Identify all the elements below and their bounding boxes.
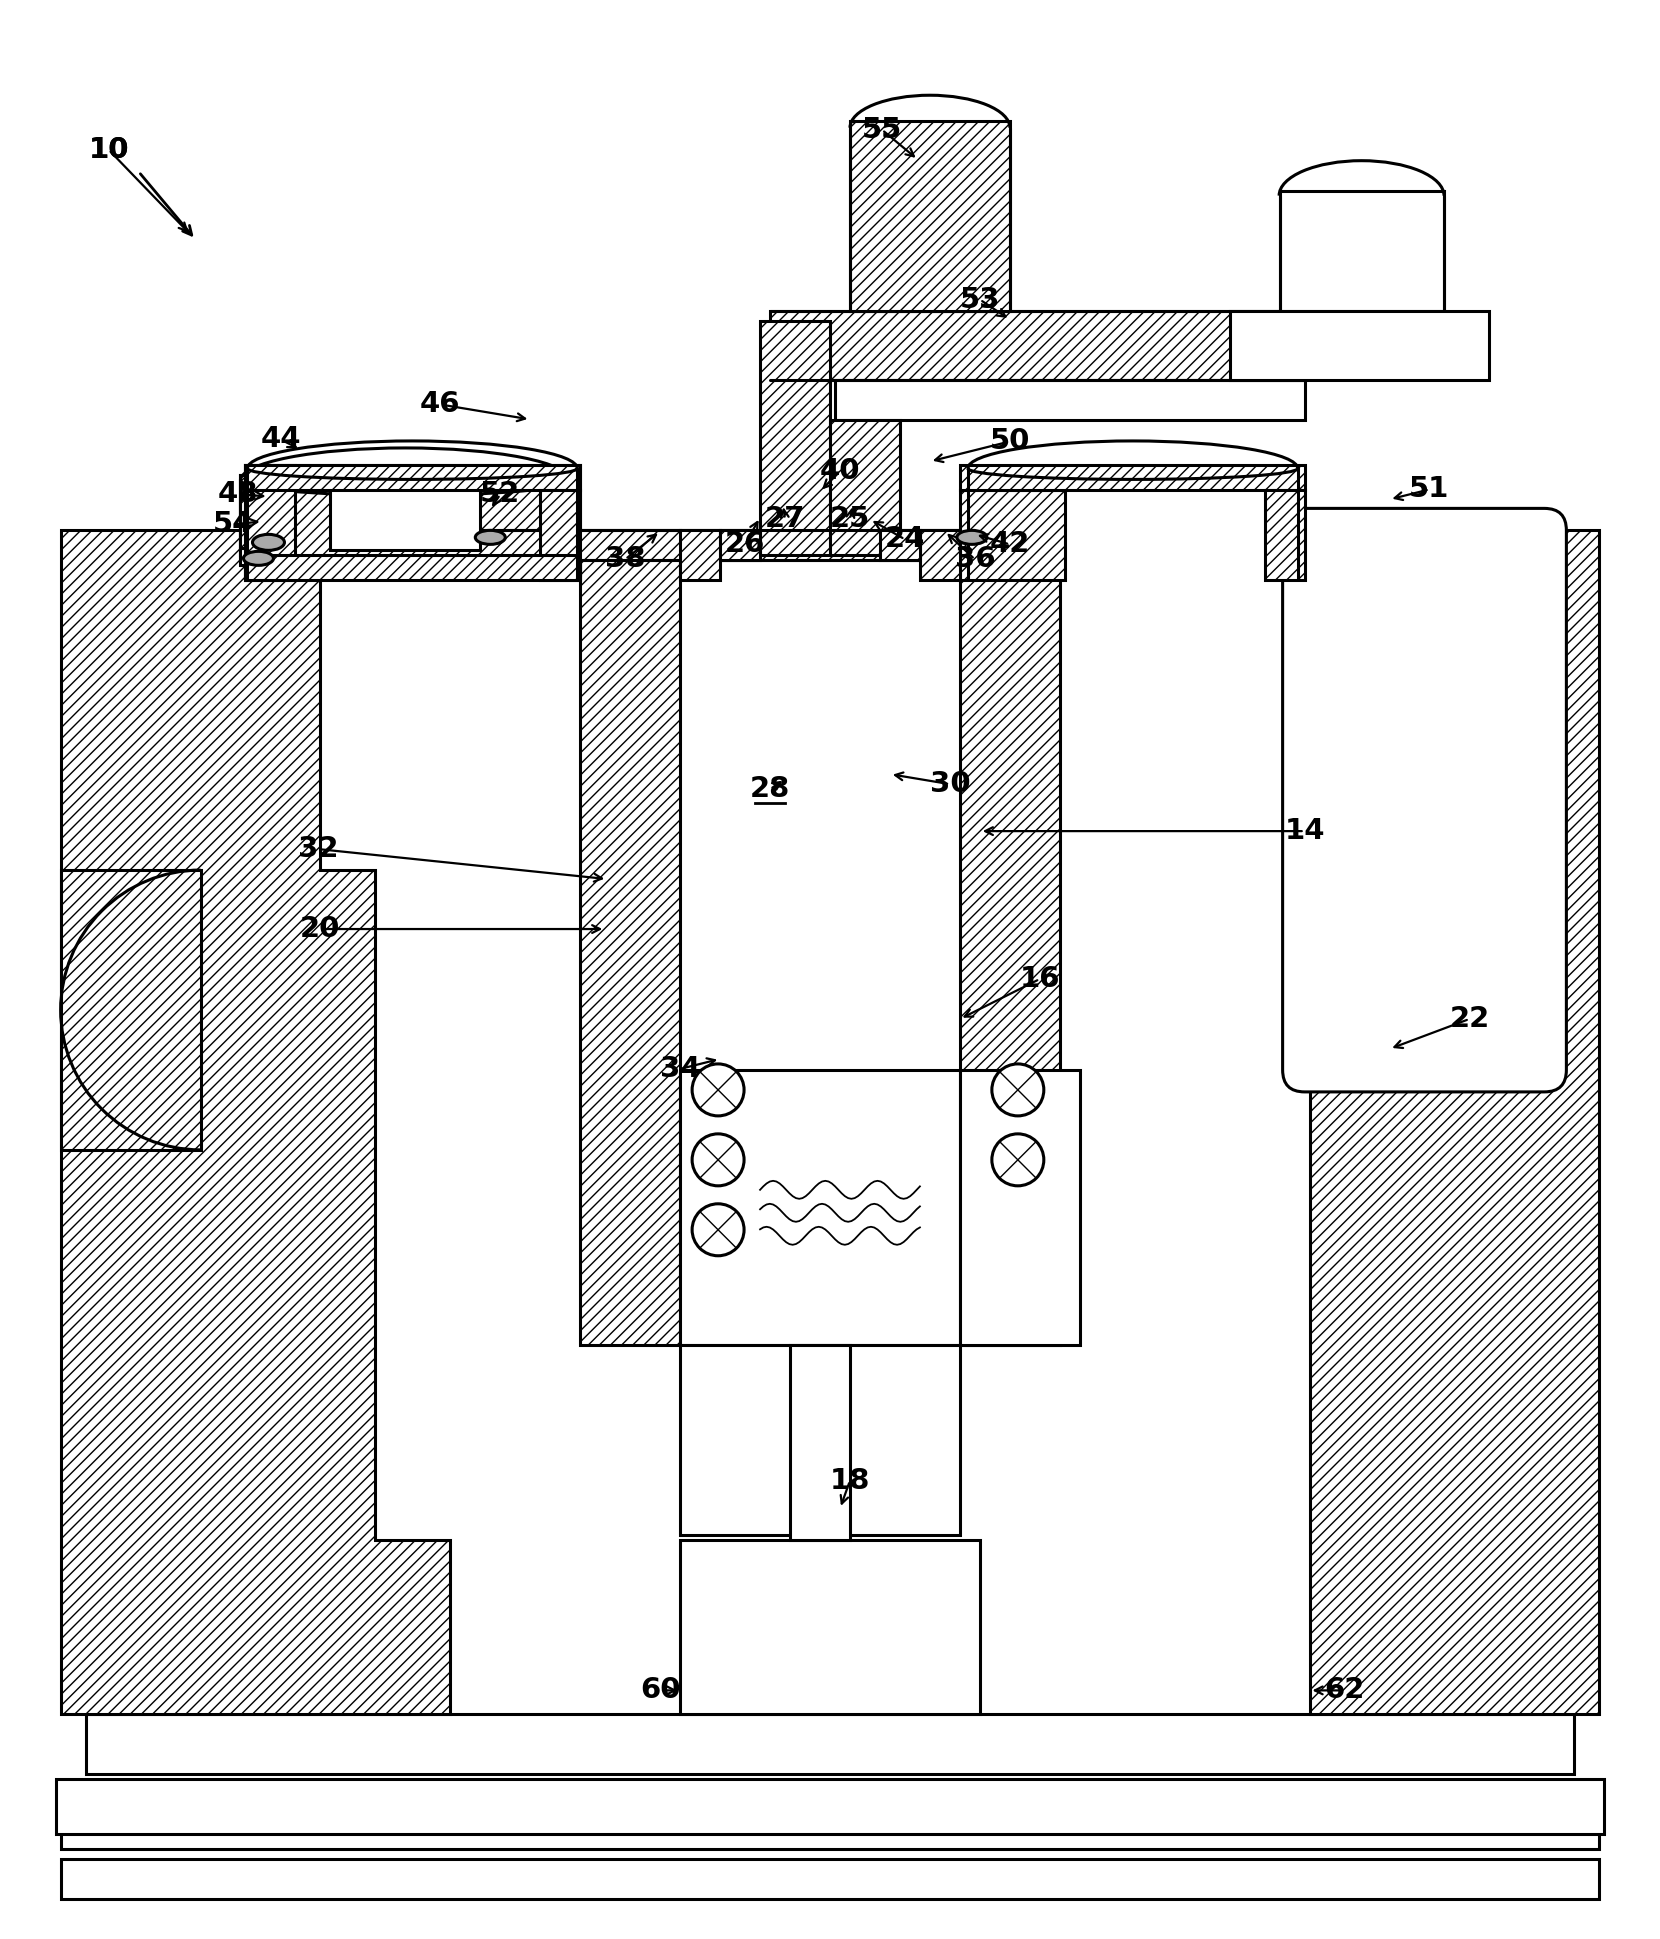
Text: 51: 51 <box>1409 475 1449 504</box>
Polygon shape <box>1230 310 1489 380</box>
Polygon shape <box>246 465 295 580</box>
Polygon shape <box>581 531 681 1344</box>
Ellipse shape <box>475 531 505 545</box>
Polygon shape <box>770 310 1305 380</box>
Ellipse shape <box>956 531 986 545</box>
Text: 44: 44 <box>261 425 300 454</box>
Polygon shape <box>530 475 571 549</box>
Polygon shape <box>835 380 1305 421</box>
Text: 25: 25 <box>830 506 870 533</box>
FancyBboxPatch shape <box>1283 508 1567 1092</box>
Bar <box>959 1070 1079 1344</box>
Text: 60: 60 <box>639 1677 681 1704</box>
Text: 53: 53 <box>959 285 999 314</box>
Text: 24: 24 <box>885 525 925 553</box>
Text: 20: 20 <box>300 915 340 942</box>
Text: 10: 10 <box>88 136 129 163</box>
Text: 42: 42 <box>989 531 1031 558</box>
Text: 22: 22 <box>1449 1004 1489 1033</box>
Polygon shape <box>920 531 959 580</box>
Polygon shape <box>241 481 571 555</box>
Polygon shape <box>61 531 450 1714</box>
Polygon shape <box>850 120 1009 310</box>
Text: 38: 38 <box>604 545 646 574</box>
Polygon shape <box>959 491 1064 580</box>
Bar <box>56 1780 1604 1834</box>
Bar <box>790 1344 850 1540</box>
Text: 34: 34 <box>659 1055 701 1082</box>
Ellipse shape <box>252 535 284 551</box>
Text: 55: 55 <box>862 116 901 143</box>
Polygon shape <box>241 475 281 549</box>
Polygon shape <box>880 531 920 560</box>
Text: 14: 14 <box>1285 816 1325 845</box>
Text: 48: 48 <box>217 481 257 508</box>
Text: 52: 52 <box>480 481 520 508</box>
Circle shape <box>692 1134 744 1187</box>
Polygon shape <box>241 549 571 566</box>
Text: 27: 27 <box>765 506 805 533</box>
Polygon shape <box>1280 190 1444 310</box>
Text: 18: 18 <box>830 1466 870 1495</box>
Polygon shape <box>1265 491 1305 580</box>
Text: 62: 62 <box>1325 1677 1365 1704</box>
Polygon shape <box>246 465 581 576</box>
Text: 16: 16 <box>1019 966 1061 993</box>
Polygon shape <box>1310 531 1599 1714</box>
Polygon shape <box>241 475 571 560</box>
Polygon shape <box>246 465 581 491</box>
Polygon shape <box>61 871 201 1150</box>
Text: 32: 32 <box>299 836 339 863</box>
Polygon shape <box>959 465 1305 491</box>
Polygon shape <box>959 531 1059 1344</box>
Text: 30: 30 <box>930 770 969 799</box>
Bar <box>681 1344 959 1534</box>
Circle shape <box>993 1134 1044 1187</box>
Bar <box>681 1540 979 1714</box>
Circle shape <box>993 1065 1044 1115</box>
Bar <box>61 1799 1599 1850</box>
Text: 28: 28 <box>750 776 790 803</box>
Text: 46: 46 <box>420 390 460 419</box>
Text: 40: 40 <box>820 458 860 485</box>
Polygon shape <box>330 475 480 551</box>
Text: 26: 26 <box>725 531 765 558</box>
Circle shape <box>692 1065 744 1115</box>
Polygon shape <box>720 531 760 560</box>
Polygon shape <box>581 531 959 560</box>
Polygon shape <box>681 531 720 580</box>
Text: 36: 36 <box>954 545 996 574</box>
Text: 10: 10 <box>88 136 129 163</box>
Bar <box>681 1070 959 1344</box>
Text: 54: 54 <box>214 510 254 539</box>
Polygon shape <box>540 491 581 580</box>
Circle shape <box>692 1204 744 1256</box>
Polygon shape <box>760 320 830 555</box>
Polygon shape <box>830 421 900 555</box>
Polygon shape <box>246 555 581 580</box>
Text: 50: 50 <box>989 427 1031 456</box>
Bar <box>61 1860 1599 1898</box>
Bar <box>86 1714 1574 1774</box>
Ellipse shape <box>244 551 274 566</box>
